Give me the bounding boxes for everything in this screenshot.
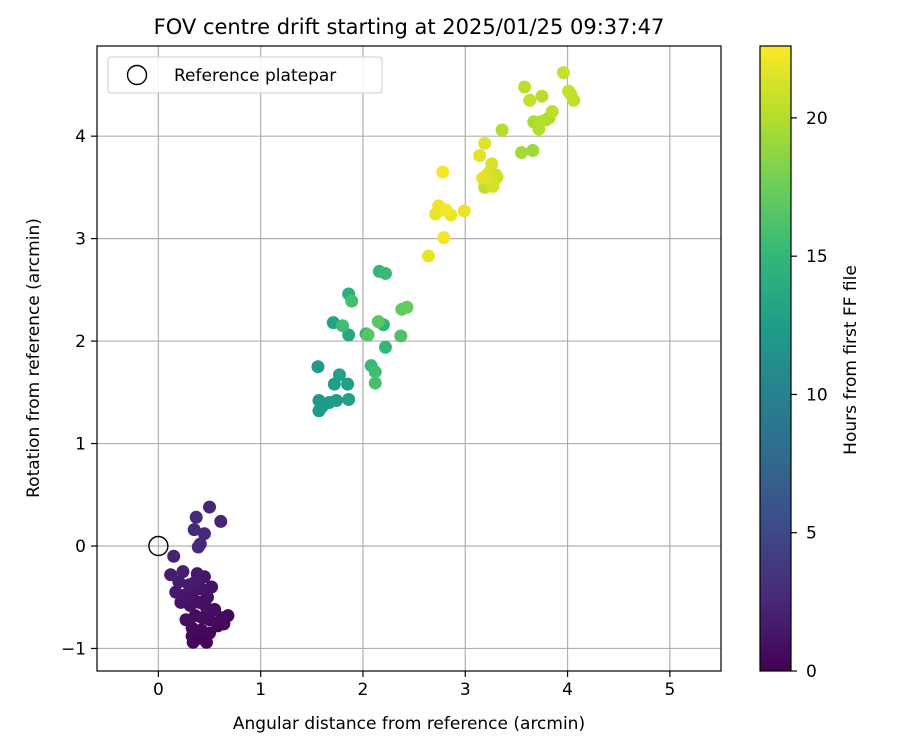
x-tick-label: 5 — [664, 680, 675, 700]
data-point — [378, 340, 392, 354]
data-point — [164, 568, 178, 582]
legend-marker — [126, 64, 148, 86]
x-tick-label: 4 — [562, 680, 573, 700]
colorbar-tick-label: 20 — [806, 109, 828, 129]
data-point — [345, 294, 359, 308]
data-point — [371, 315, 385, 329]
grid — [97, 46, 721, 671]
data-point — [342, 328, 356, 342]
legend-label: Reference platepar — [174, 66, 336, 86]
data-point — [169, 585, 183, 599]
data-point — [421, 249, 435, 263]
data-point — [495, 123, 509, 137]
data-point — [167, 549, 181, 563]
data-point — [545, 105, 559, 119]
data-point — [400, 300, 414, 314]
data-point — [179, 613, 193, 627]
colorbar-label: Hours from first FF file — [841, 265, 861, 455]
data-point — [342, 392, 356, 406]
y-tick-label: 1 — [75, 435, 86, 455]
data-point — [436, 165, 450, 179]
data-point — [203, 500, 217, 514]
data-point — [368, 376, 382, 390]
colorbar-ticks: 0 5 10 15 20 — [791, 109, 828, 682]
data-point — [361, 328, 375, 342]
data-point — [214, 514, 228, 528]
data-point — [332, 368, 346, 382]
data-point — [329, 394, 343, 408]
legend: Reference platepar — [107, 56, 383, 94]
data-point — [526, 144, 540, 158]
reference-platepar-marker — [148, 535, 169, 557]
data-points — [164, 66, 581, 649]
data-point — [439, 203, 453, 217]
data-point — [205, 580, 219, 594]
data-point — [478, 136, 492, 150]
data-point — [197, 527, 211, 541]
chart-title: FOV centre drift starting at 2025/01/25 … — [154, 15, 665, 39]
y-tick-label: 4 — [75, 127, 86, 147]
colorbar-tick-label: 0 — [806, 662, 817, 682]
colorbar-frame — [759, 45, 792, 672]
data-point — [176, 565, 190, 579]
data-point — [394, 329, 408, 343]
colorbar-gradient — [760, 46, 791, 671]
data-point — [457, 204, 471, 218]
y-tick-label: −1 — [61, 639, 86, 659]
data-point — [485, 157, 499, 171]
x-tick-label: 3 — [460, 680, 471, 700]
data-point — [515, 146, 529, 160]
y-axis-ticks: −1 0 1 2 3 4 — [61, 127, 97, 659]
x-axis-label: Angular distance from reference (arcmin) — [233, 714, 585, 734]
data-point — [562, 84, 576, 98]
y-tick-label: 2 — [75, 332, 86, 352]
data-point — [473, 149, 487, 163]
data-point — [368, 365, 382, 379]
data-point — [533, 115, 547, 129]
data-point — [341, 377, 355, 391]
data-point — [336, 319, 350, 333]
data-point — [523, 93, 537, 107]
colorbar: 0 5 10 15 20 Hours from first FF file — [759, 45, 861, 682]
data-point — [518, 80, 532, 94]
data-point — [437, 231, 451, 245]
colorbar-tick-label: 15 — [806, 247, 828, 267]
y-tick-label: 3 — [75, 230, 86, 250]
x-tick-label: 0 — [153, 680, 164, 700]
x-tick-label: 2 — [358, 680, 369, 700]
colorbar-tick-label: 10 — [806, 385, 828, 405]
data-point — [476, 171, 490, 185]
x-tick-label: 1 — [255, 680, 266, 700]
y-tick-label: 0 — [75, 537, 86, 557]
x-axis-ticks: 0 1 2 3 4 5 — [153, 671, 675, 700]
legend-box — [107, 56, 383, 94]
data-point — [311, 360, 325, 374]
data-point — [193, 537, 207, 551]
plot-frame — [96, 45, 722, 672]
data-point — [312, 404, 326, 418]
data-point — [187, 523, 201, 537]
data-point — [535, 89, 549, 103]
data-point — [188, 575, 202, 589]
data-point — [378, 266, 392, 280]
y-axis-label: Rotation from reference (arcmin) — [24, 218, 44, 498]
colorbar-tick-label: 5 — [806, 524, 817, 544]
plot-area — [97, 46, 721, 671]
data-point — [189, 510, 203, 524]
data-point — [556, 66, 570, 80]
